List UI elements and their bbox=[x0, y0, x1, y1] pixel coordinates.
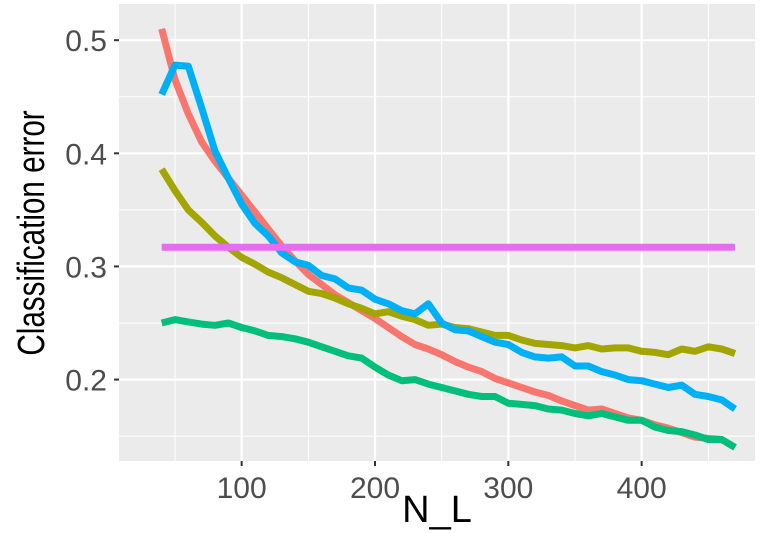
y-axis-title: Classification error bbox=[11, 110, 53, 355]
series-line-3 bbox=[160, 316, 737, 451]
x-tick-labels: 100 200 300 400 bbox=[217, 472, 667, 505]
x-axis-title: N_L bbox=[402, 489, 472, 531]
y-tick-marks bbox=[114, 39, 119, 381]
x-tick-label: 100 bbox=[217, 472, 267, 505]
y-tick-label: 0.4 bbox=[65, 138, 107, 171]
series-line-4 bbox=[158, 61, 737, 412]
x-tick-label: 200 bbox=[350, 472, 400, 505]
x-tick-label: 400 bbox=[617, 472, 667, 505]
y-tick-label: 0.2 bbox=[65, 365, 107, 398]
y-tick-labels: 0.2 0.3 0.4 0.5 bbox=[65, 25, 107, 397]
x-tick-label: 300 bbox=[483, 472, 533, 505]
minor-grid bbox=[119, 4, 755, 461]
x-tick-marks bbox=[240, 461, 643, 466]
y-tick-label: 0.3 bbox=[65, 251, 107, 284]
y-tick-label: 0.5 bbox=[65, 25, 107, 58]
series-layer bbox=[158, 28, 737, 451]
